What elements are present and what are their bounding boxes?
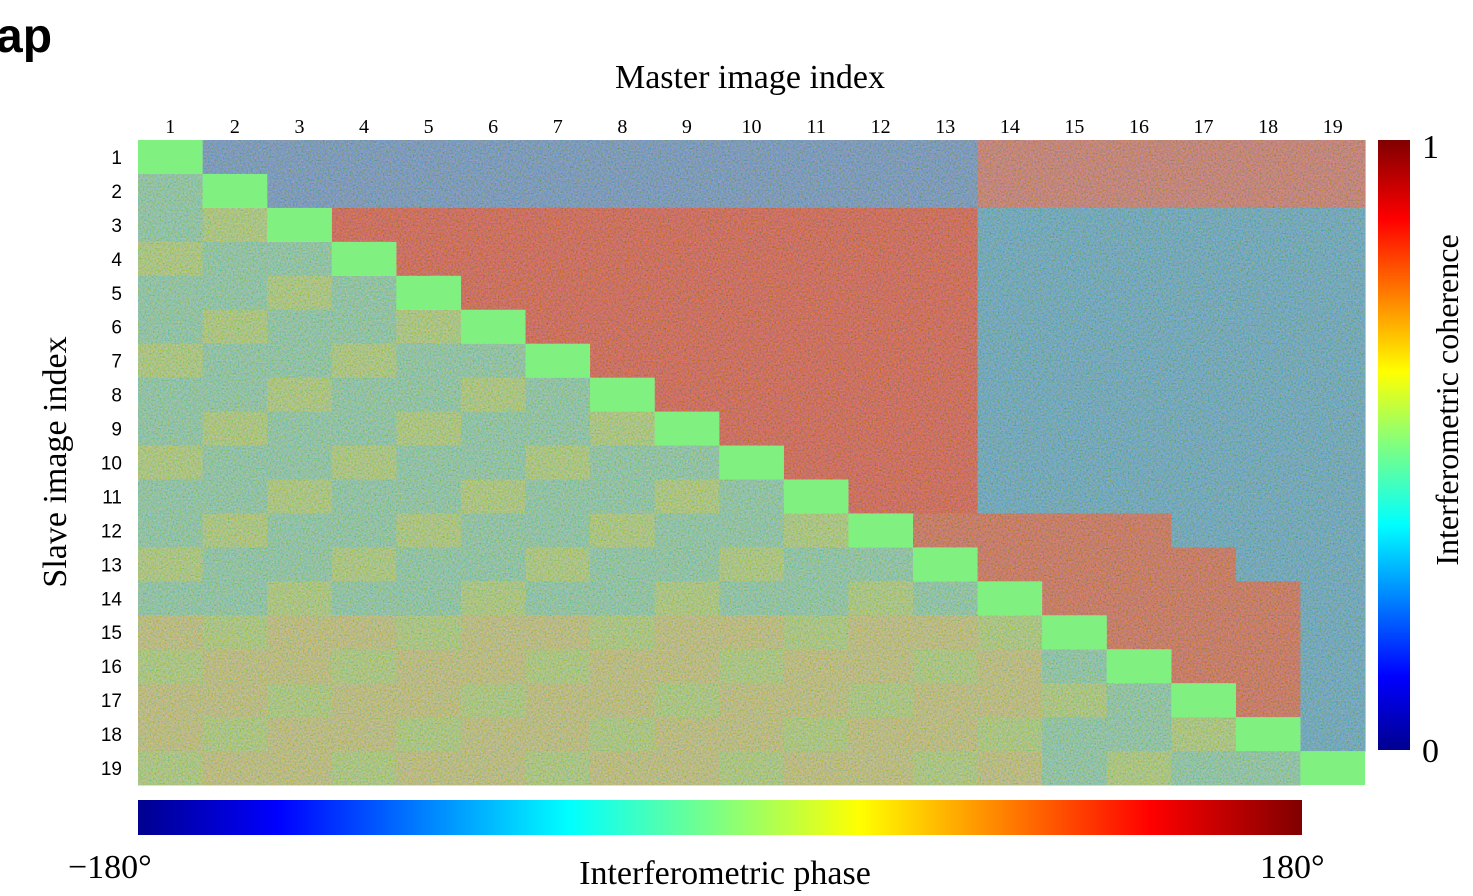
x-tick-label: 5: [424, 116, 434, 138]
x-tick-label: 18: [1258, 116, 1278, 138]
y-tick-label: 19: [101, 759, 122, 780]
x-tick-label: 4: [359, 116, 369, 138]
diagonal-block: [396, 275, 461, 310]
diagonal-block: [590, 377, 655, 412]
x-tick-label: 1: [165, 116, 175, 138]
diagonal-block: [848, 513, 913, 548]
y-tick-label: 9: [111, 420, 122, 441]
diagonal-block: [1235, 717, 1301, 752]
x-tick-label: 12: [871, 116, 891, 138]
y-tick-label: 6: [111, 318, 122, 339]
x-tick-label: 13: [935, 116, 955, 138]
x-tick-label: 7: [553, 116, 563, 138]
y-tick-label: 13: [101, 555, 122, 576]
x-tick-label: 19: [1323, 116, 1343, 138]
y-tick-label: 5: [111, 284, 122, 305]
y-tick-label: 7: [111, 352, 122, 373]
x-tick-label: 8: [617, 116, 627, 138]
diagonal-block: [460, 309, 526, 344]
title: ap: [0, 10, 52, 63]
x-axis-label: Master image index: [615, 59, 885, 96]
coherence-colorbar: [1378, 140, 1410, 750]
x-tick-label: 9: [682, 116, 692, 138]
phase-max: 180°: [1260, 849, 1325, 886]
diagonal-block: [138, 140, 203, 174]
y-tick-label: 10: [101, 454, 122, 475]
coherence-label: Interferometric coherence: [1429, 234, 1465, 565]
x-tick-label: 6: [488, 116, 498, 138]
x-tick-label: 11: [806, 116, 825, 138]
x-tick-label: 10: [742, 116, 762, 138]
y-tick-label: 16: [101, 657, 122, 678]
y-tick-label: 17: [101, 691, 122, 712]
diagonal-block: [1042, 615, 1107, 650]
diagonal-block: [1171, 683, 1236, 718]
diagonal-block: [783, 479, 849, 514]
diagonal-block: [267, 207, 332, 242]
y-tick-label: 12: [101, 521, 122, 542]
y-axis-label: Slave image index: [37, 336, 74, 587]
phase-colorbar: [138, 800, 1302, 835]
y-tick-label: 15: [101, 623, 122, 644]
x-tick-label: 17: [1194, 116, 1214, 138]
diagonal-block: [331, 241, 397, 276]
y-tick-label: 4: [111, 250, 122, 271]
diagonal-block: [1300, 751, 1365, 785]
y-tick-label: 3: [111, 216, 122, 237]
diagonal-block: [1106, 649, 1172, 684]
y-tick-label: 11: [102, 487, 122, 508]
x-tick-label: 3: [294, 116, 304, 138]
phase-label: Interferometric phase: [579, 855, 871, 892]
y-tick-label: 8: [111, 386, 122, 407]
diagonal-block: [654, 411, 720, 446]
diagonal-blocks: [138, 140, 1365, 785]
diagonal-block: [912, 547, 978, 582]
x-tick-label: 15: [1064, 116, 1084, 138]
diagonal-block: [202, 173, 268, 208]
x-tick-label: 16: [1129, 116, 1149, 138]
y-tick-label: 18: [101, 725, 122, 746]
coherence-max: 1: [1422, 129, 1439, 166]
x-tick-label: 14: [1000, 116, 1020, 138]
y-tick-label: 1: [111, 148, 122, 169]
y-tick-label: 2: [111, 182, 122, 203]
diagonal-block: [525, 343, 591, 378]
coherence-min: 0: [1422, 733, 1439, 770]
phase-min: −180°: [68, 849, 152, 886]
diagonal-block: [977, 581, 1043, 616]
x-tick-label: 2: [230, 116, 240, 138]
diagonal-block: [719, 445, 784, 480]
y-tick-label: 14: [101, 589, 123, 610]
